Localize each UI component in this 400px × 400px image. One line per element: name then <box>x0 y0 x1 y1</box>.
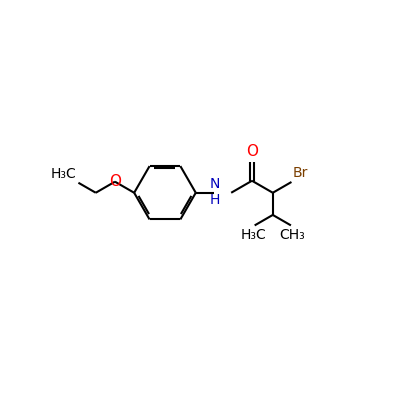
Text: H₃C: H₃C <box>51 167 77 181</box>
Text: CH₃: CH₃ <box>280 228 305 242</box>
Text: N: N <box>210 177 220 191</box>
Text: O: O <box>246 144 258 159</box>
Text: O: O <box>109 174 121 189</box>
Text: H: H <box>210 193 220 207</box>
Text: H₃C: H₃C <box>240 228 266 242</box>
Text: Br: Br <box>293 166 308 180</box>
